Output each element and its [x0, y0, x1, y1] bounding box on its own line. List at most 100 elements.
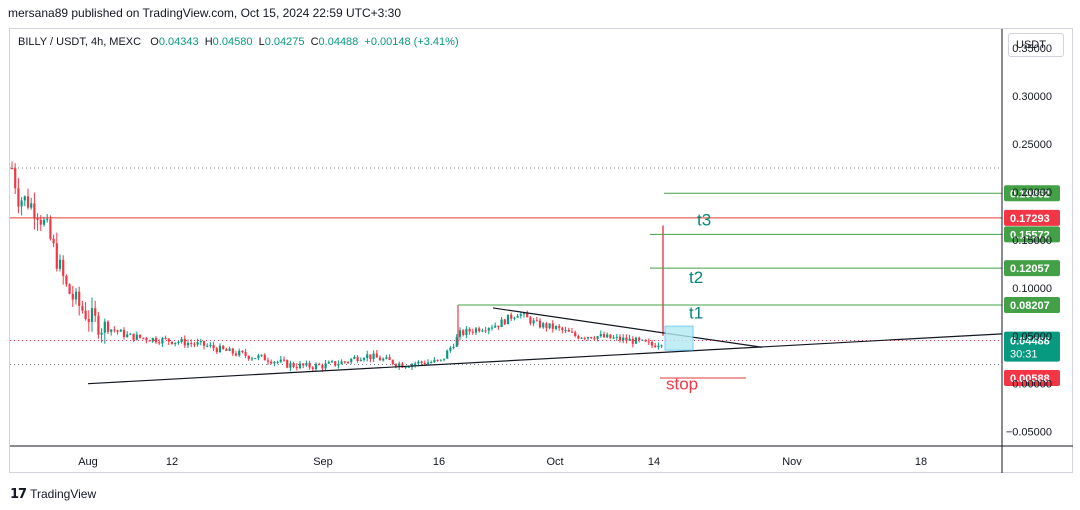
- candle-body: [654, 345, 657, 348]
- price-label-box: [1004, 226, 1060, 243]
- candle-body: [270, 361, 273, 364]
- annotation-t2: t2: [689, 268, 703, 287]
- candle-body: [346, 361, 350, 363]
- candle-body: [327, 362, 330, 364]
- candle-body: [103, 321, 106, 333]
- symbol-legend: BILLY / USDT, 4h, MEXC O0.04343 H0.04580…: [18, 36, 459, 48]
- ascending-trendline[interactable]: [87, 333, 1003, 385]
- candle-body: [362, 358, 366, 360]
- candle-body: [14, 168, 17, 189]
- candle-body: [142, 337, 145, 339]
- candle-body: [430, 362, 433, 364]
- candle-body: [154, 338, 158, 343]
- candle-body: [372, 353, 375, 360]
- candle-body: [417, 361, 420, 364]
- candle-body: [289, 363, 292, 368]
- candle-body: [250, 358, 254, 360]
- candle-body: [554, 326, 558, 329]
- candle-body: [330, 361, 334, 363]
- candle-body: [343, 361, 346, 363]
- candle-body: [311, 367, 314, 369]
- x-tick-label: 14: [648, 456, 660, 468]
- candle-body: [298, 363, 302, 369]
- x-tick-label: 16: [433, 456, 445, 468]
- candle-body: [129, 333, 132, 335]
- candle-body: [337, 364, 340, 366]
- price-label-box: [1004, 297, 1060, 314]
- price-label-text: 0.17293: [1010, 213, 1050, 225]
- candle-body: [420, 361, 423, 363]
- candle-body: [33, 203, 36, 219]
- candle-body: [378, 357, 382, 361]
- y-tick-label: 0.25000: [1012, 139, 1052, 151]
- candle-body: [442, 358, 446, 360]
- candle-body: [321, 364, 324, 369]
- candle-body: [638, 337, 641, 340]
- legend-symbol[interactable]: BILLY / USDT, 4h, MEXC: [18, 36, 142, 48]
- legend-open-label: O: [150, 36, 159, 48]
- candle-body: [302, 363, 305, 366]
- candle-body: [23, 196, 26, 201]
- candle-body: [68, 284, 71, 294]
- candle-body: [186, 342, 190, 346]
- candle-body: [279, 359, 282, 362]
- candle-body: [404, 366, 407, 368]
- candle-body: [414, 363, 417, 365]
- y-tick-label: 0.10000: [1012, 283, 1052, 295]
- entry-zone-box[interactable]: [664, 325, 694, 351]
- candle-body: [599, 334, 602, 337]
- candle-body: [631, 338, 634, 344]
- candle-body: [334, 361, 337, 366]
- candle-body: [465, 328, 468, 335]
- footer: 𝟭𝟳 TradingView: [10, 486, 96, 502]
- y-tick-label: 0.05000: [1012, 331, 1052, 343]
- candle-body: [471, 331, 474, 333]
- currency-button[interactable]: USDT: [1008, 33, 1064, 57]
- candle-body: [452, 346, 455, 348]
- candle-body: [78, 291, 81, 306]
- candle-body: [497, 325, 500, 328]
- candle-body: [606, 334, 609, 338]
- published-caption: mersana89 published on TradingView.com, …: [8, 6, 402, 20]
- candle-body: [273, 361, 276, 364]
- candle-body: [42, 219, 46, 225]
- candle-body: [260, 354, 263, 356]
- candle-body: [164, 338, 167, 340]
- price-label-box: [1004, 209, 1060, 226]
- candle-body: [305, 362, 308, 366]
- price-label-text: 0.00588: [1010, 373, 1050, 385]
- candle-body: [625, 337, 628, 341]
- candle-body: [39, 219, 42, 225]
- candle-body: [474, 328, 478, 333]
- candle-body: [481, 330, 484, 332]
- candle-body: [609, 334, 612, 339]
- candle-body: [647, 341, 650, 343]
- candle-body: [353, 357, 356, 359]
- footer-brand[interactable]: TradingView: [30, 487, 97, 501]
- legend-low: 0.04275: [264, 36, 305, 48]
- y-tick-label: 0.00000: [1012, 379, 1052, 391]
- candle-body: [318, 364, 321, 366]
- candle-body: [375, 353, 378, 358]
- candle-body: [366, 354, 369, 359]
- candle-body: [574, 332, 577, 336]
- candle-body: [407, 366, 410, 368]
- candle-body: [436, 359, 439, 361]
- candle-body: [257, 355, 260, 359]
- candle-body: [209, 345, 212, 347]
- descending-trendline[interactable]: [492, 307, 763, 348]
- candle-body: [241, 350, 244, 353]
- candle-body: [266, 360, 270, 362]
- candle-body: [145, 338, 148, 341]
- price-label-box: [1004, 260, 1060, 277]
- candle-body: [183, 338, 186, 346]
- candle-body: [500, 319, 503, 328]
- candle-body: [36, 218, 39, 220]
- candle-body: [494, 325, 497, 328]
- candle-body: [615, 336, 618, 338]
- candle-body: [519, 314, 522, 316]
- chart-frame[interactable]: [9, 28, 1073, 473]
- candle-body: [180, 338, 183, 342]
- candle-body: [10, 168, 14, 169]
